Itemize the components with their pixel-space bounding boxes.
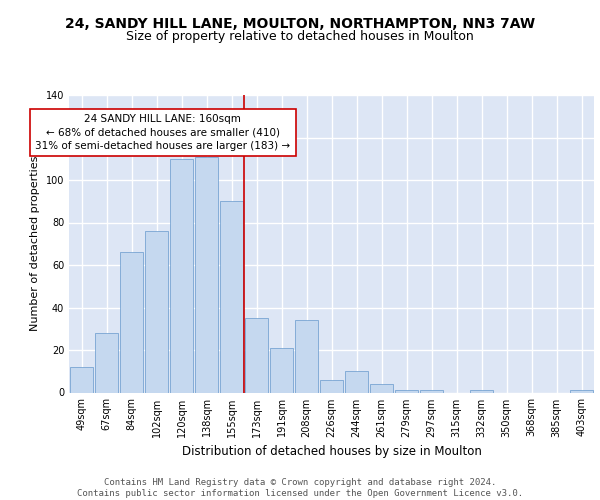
Bar	[195, 156, 218, 392]
Bar	[95, 333, 118, 392]
Bar	[345, 371, 368, 392]
Bar	[295, 320, 318, 392]
Bar	[70, 367, 93, 392]
Text: Size of property relative to detached houses in Moulton: Size of property relative to detached ho…	[126, 30, 474, 43]
Bar	[145, 231, 168, 392]
Text: 24 SANDY HILL LANE: 160sqm
← 68% of detached houses are smaller (410)
31% of sem: 24 SANDY HILL LANE: 160sqm ← 68% of deta…	[35, 114, 290, 150]
Bar	[120, 252, 143, 392]
Bar	[570, 390, 593, 392]
Bar	[420, 390, 443, 392]
Bar	[370, 384, 393, 392]
Y-axis label: Number of detached properties: Number of detached properties	[30, 156, 40, 332]
Text: 24, SANDY HILL LANE, MOULTON, NORTHAMPTON, NN3 7AW: 24, SANDY HILL LANE, MOULTON, NORTHAMPTO…	[65, 18, 535, 32]
Bar	[270, 348, 293, 393]
Bar	[470, 390, 493, 392]
Bar	[245, 318, 268, 392]
Bar	[320, 380, 343, 392]
Bar	[170, 159, 193, 392]
X-axis label: Distribution of detached houses by size in Moulton: Distribution of detached houses by size …	[182, 445, 481, 458]
Bar	[220, 201, 243, 392]
Bar	[395, 390, 418, 392]
Text: Contains HM Land Registry data © Crown copyright and database right 2024.
Contai: Contains HM Land Registry data © Crown c…	[77, 478, 523, 498]
